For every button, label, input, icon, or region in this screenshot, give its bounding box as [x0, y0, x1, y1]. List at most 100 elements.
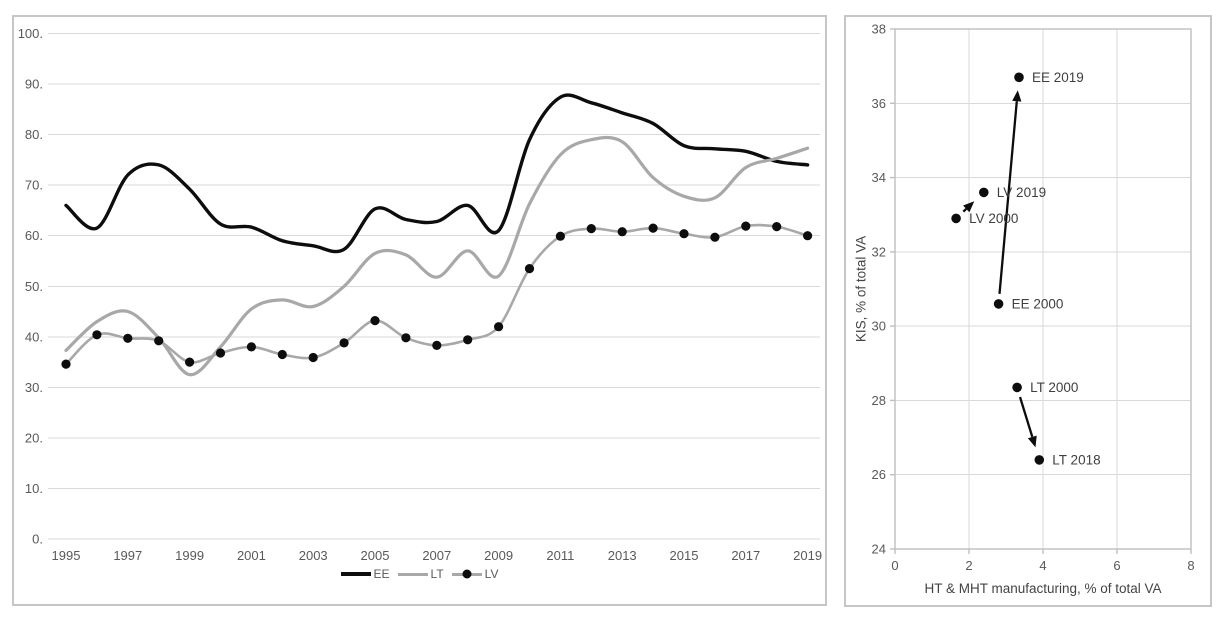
- series-marker-LV: [277, 349, 287, 360]
- series-marker-LV: [92, 330, 102, 340]
- x-tick-label: 2001: [237, 548, 266, 563]
- x-tick-label: 2019: [793, 548, 822, 563]
- point-label: EE 2019: [1032, 70, 1084, 85]
- point-label: LV 2000: [969, 211, 1018, 226]
- series-marker-LV: [803, 231, 813, 241]
- scatter-point: [993, 299, 1004, 309]
- series-marker-LV: [339, 338, 349, 348]
- y-tick-label: 50.: [25, 279, 43, 294]
- trend-arrow-line: [1018, 396, 1034, 438]
- x-tick-label: 1999: [175, 548, 204, 563]
- y-tick-label: 0.: [32, 532, 43, 547]
- series-marker-LV: [215, 348, 226, 358]
- y-tick-label: 70.: [25, 178, 43, 193]
- y-axis-title: KIS, % of total VA: [853, 235, 869, 343]
- lt-line-swatch: [397, 572, 428, 576]
- x-tick-label: 2005: [361, 548, 390, 563]
- series-marker-LV: [154, 336, 164, 346]
- x-tick-label: 2017: [731, 548, 760, 563]
- x-tick-label: 0: [891, 558, 898, 573]
- series-marker-LV: [401, 333, 411, 343]
- x-tick-label: 8: [1187, 558, 1194, 573]
- y-tick-label: 32: [872, 244, 886, 259]
- legend-item-lt: LT: [397, 567, 444, 581]
- legend-item-lv: LV: [451, 567, 499, 581]
- series-marker-LV: [555, 231, 566, 241]
- series-marker-LV: [524, 264, 535, 274]
- point-label: LV 2019: [997, 185, 1046, 200]
- y-tick-label: 36: [872, 96, 886, 111]
- y-tick-label: 80.: [25, 127, 43, 142]
- series-marker-LV: [61, 359, 71, 369]
- lv-line-swatch: [451, 569, 482, 579]
- series-marker-LV: [123, 333, 133, 343]
- lv-marker-dot-icon: [462, 569, 472, 579]
- line-chart-panel: 0. 10. 20. 30. 40. 50. 60. 70. 80. 90. 100. 1995 199…: [12, 15, 827, 606]
- series-marker-LV: [710, 232, 720, 242]
- legend-label-lv: LV: [484, 567, 499, 581]
- point-label: LT 2018: [1052, 452, 1100, 467]
- services-line-chart: 0. 10. 20. 30. 40. 50. 60. 70. 80. 90. 100. 1995 199…: [18, 26, 822, 563]
- series-marker-LV: [772, 222, 782, 232]
- x-tick-label: 2015: [670, 548, 699, 563]
- trend-arrowhead-icon: [1027, 435, 1037, 448]
- x-tick-label: 1997: [113, 548, 142, 563]
- y-tick-label: 100.: [18, 26, 43, 41]
- trend-arrowhead-icon: [1012, 90, 1022, 102]
- y-tick-label: 34: [872, 170, 886, 185]
- y-tick-label: 38: [872, 22, 886, 37]
- series-marker-LV: [308, 352, 318, 363]
- trend-arrow-line: [998, 101, 1018, 295]
- point-label: EE 2000: [1012, 296, 1064, 311]
- y-tick-label: 90.: [25, 77, 43, 92]
- series-marker-LV: [741, 221, 751, 231]
- x-tick-label: 2013: [608, 548, 637, 563]
- y-tick-label: 30: [872, 319, 886, 334]
- y-tick-label: 10.: [25, 481, 43, 496]
- x-tick-label: 2007: [422, 548, 451, 563]
- scatter-point: [1012, 382, 1022, 393]
- series-marker-LV: [432, 340, 442, 350]
- legend-item-ee: EE: [340, 567, 390, 581]
- y-tick-label: 40.: [25, 329, 43, 344]
- point-label: LT 2000: [1030, 380, 1078, 395]
- y-tick-label: 60.: [25, 228, 43, 243]
- x-tick-label: 1995: [52, 548, 81, 563]
- scatter-point: [1034, 455, 1045, 465]
- y-tick-label: 28: [872, 393, 886, 408]
- x-tick-label: 2011: [546, 548, 574, 563]
- legend-label-ee: EE: [373, 567, 390, 581]
- y-tick-label: 30.: [25, 380, 43, 395]
- chart-legend: EE LT LV: [14, 566, 825, 582]
- scatter-point: [951, 213, 961, 224]
- series-line-LT: [64, 135, 810, 377]
- series-marker-LV: [463, 335, 473, 345]
- series-marker-LV: [370, 316, 380, 326]
- x-tick-label: 2003: [299, 548, 328, 563]
- series-marker-LV: [679, 229, 689, 239]
- series-marker-LV: [185, 357, 195, 367]
- x-tick-label: 4: [1039, 558, 1046, 573]
- scatter-point: [979, 187, 989, 198]
- x-axis-title: HT & MHT manufacturing, % of total VA: [924, 581, 1162, 596]
- x-tick-label: 2009: [484, 548, 513, 563]
- series-marker-LV: [246, 342, 256, 352]
- scatter-point: [1014, 72, 1024, 83]
- trend-arrowhead-icon: [963, 201, 975, 213]
- y-tick-label: 24: [872, 542, 886, 557]
- legend-label-lt: LT: [430, 567, 444, 581]
- y-tick-label: 26: [872, 467, 886, 482]
- y-tick-label: 20.: [25, 430, 43, 445]
- scatter-chart-panel: 0 2 4 6 8 24 26 28 30 32 34 36 38 EE 2019 LV 2019 LV 20…: [844, 15, 1212, 607]
- series-line-EE: [64, 93, 810, 254]
- trend-arrow-line: [962, 207, 968, 213]
- series-marker-LV: [617, 227, 627, 237]
- series-marker-LV: [648, 223, 658, 233]
- x-tick-label: 2: [965, 558, 972, 573]
- series-marker-LV: [494, 322, 504, 332]
- series-marker-LV: [586, 224, 596, 234]
- ee-line-swatch: [340, 572, 371, 576]
- x-tick-label: 6: [1113, 558, 1120, 573]
